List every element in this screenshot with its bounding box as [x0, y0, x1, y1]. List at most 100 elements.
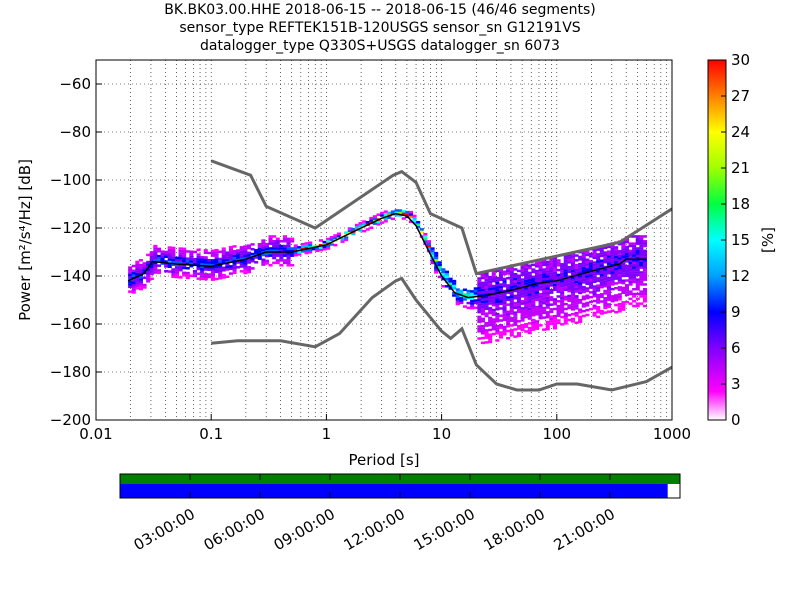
density-cell: [596, 315, 601, 319]
density-cell: [599, 271, 604, 274]
density-cell: [592, 292, 597, 296]
density-cell: [639, 259, 644, 262]
density-cell: [570, 264, 576, 268]
density-cell: [563, 254, 568, 258]
density-cell: [632, 256, 637, 260]
density-cell: [606, 269, 612, 273]
density-cell: [603, 292, 608, 295]
density-cell: [455, 295, 460, 299]
density-cell: [639, 295, 644, 298]
density-cell: [513, 306, 518, 310]
density-cell: [480, 310, 486, 313]
density-cell: [542, 311, 547, 315]
density-cell: [509, 297, 514, 301]
density-cell: [437, 266, 442, 269]
density-cell: [228, 257, 234, 261]
density-cell: [635, 268, 640, 272]
density-cell: [578, 291, 583, 295]
density-cell: [275, 240, 280, 243]
density-cell: [498, 333, 504, 337]
density-cell: [225, 265, 230, 269]
density-cell: [524, 303, 529, 307]
density-cell: [480, 288, 486, 292]
density-cell: [203, 265, 208, 269]
density-cell: [185, 257, 190, 260]
density-cell: [596, 255, 601, 259]
density-cell: [534, 308, 540, 311]
density-cell: [279, 244, 284, 248]
density-cell: [556, 319, 561, 322]
density-cell: [408, 210, 414, 214]
density-cell: [272, 247, 277, 250]
density-cell: [491, 311, 496, 314]
density-cell: [567, 280, 572, 283]
density-cell: [488, 299, 493, 303]
density-cell: [131, 269, 136, 273]
density-cell: [279, 256, 284, 260]
density-cell: [581, 264, 586, 267]
density-cell: [477, 284, 482, 287]
density-cell: [574, 299, 579, 303]
density-cell: [164, 262, 169, 266]
density-cell: [621, 253, 626, 256]
density-cell: [520, 263, 525, 267]
density-cell: [642, 242, 648, 245]
density-cell: [473, 287, 478, 290]
density-cell: [128, 290, 133, 293]
density-cell: [617, 250, 622, 253]
density-cell: [527, 326, 532, 330]
density-cell: [632, 271, 637, 274]
density-cell: [257, 247, 262, 251]
density-cell: [599, 252, 604, 255]
density-cell: [545, 311, 550, 314]
density-cell: [153, 266, 158, 269]
density-cell: [545, 284, 550, 288]
density-cell: [524, 294, 529, 297]
density-cell: [614, 282, 619, 285]
density-cell: [542, 261, 547, 264]
density-cell: [437, 275, 442, 279]
density-cell: [509, 331, 514, 334]
density-cell: [560, 296, 565, 300]
density-cell: [232, 271, 237, 275]
density-cell: [210, 263, 216, 267]
density-cell: [545, 303, 550, 307]
density-cell: [509, 266, 514, 270]
density-cell: [574, 280, 579, 284]
density-cell: [516, 269, 522, 273]
density-cell: [524, 301, 529, 304]
density-cell: [628, 266, 633, 269]
density-cell: [491, 289, 496, 293]
density-cell: [642, 240, 648, 243]
density-cell: [639, 278, 644, 281]
density-cell: [480, 296, 486, 299]
density-cell: [596, 301, 601, 304]
density-cell: [549, 291, 554, 294]
density-cell: [434, 251, 439, 255]
plot-frame: [95, 59, 673, 421]
density-cell: [282, 254, 288, 257]
density-cell: [560, 294, 565, 297]
density-cell: [585, 296, 590, 300]
density-cell: [603, 284, 608, 288]
density-cell: [225, 256, 230, 259]
density-cell: [138, 263, 144, 267]
density-cell: [488, 328, 493, 332]
density-cell: [498, 324, 504, 327]
density-cell: [596, 272, 601, 275]
density-cell: [585, 258, 590, 262]
density-cell: [480, 305, 486, 309]
density-cell: [488, 290, 493, 293]
density-cell: [534, 293, 540, 297]
density-cell: [239, 265, 244, 268]
density-cell: [585, 260, 590, 264]
density-cell: [642, 283, 648, 286]
density-cell: [592, 263, 597, 267]
density-cell: [153, 252, 158, 255]
density-cell: [192, 260, 198, 263]
density-cell: [452, 287, 457, 290]
density-cell: [488, 311, 493, 315]
density-cell: [228, 248, 234, 251]
density-cell: [502, 304, 507, 307]
